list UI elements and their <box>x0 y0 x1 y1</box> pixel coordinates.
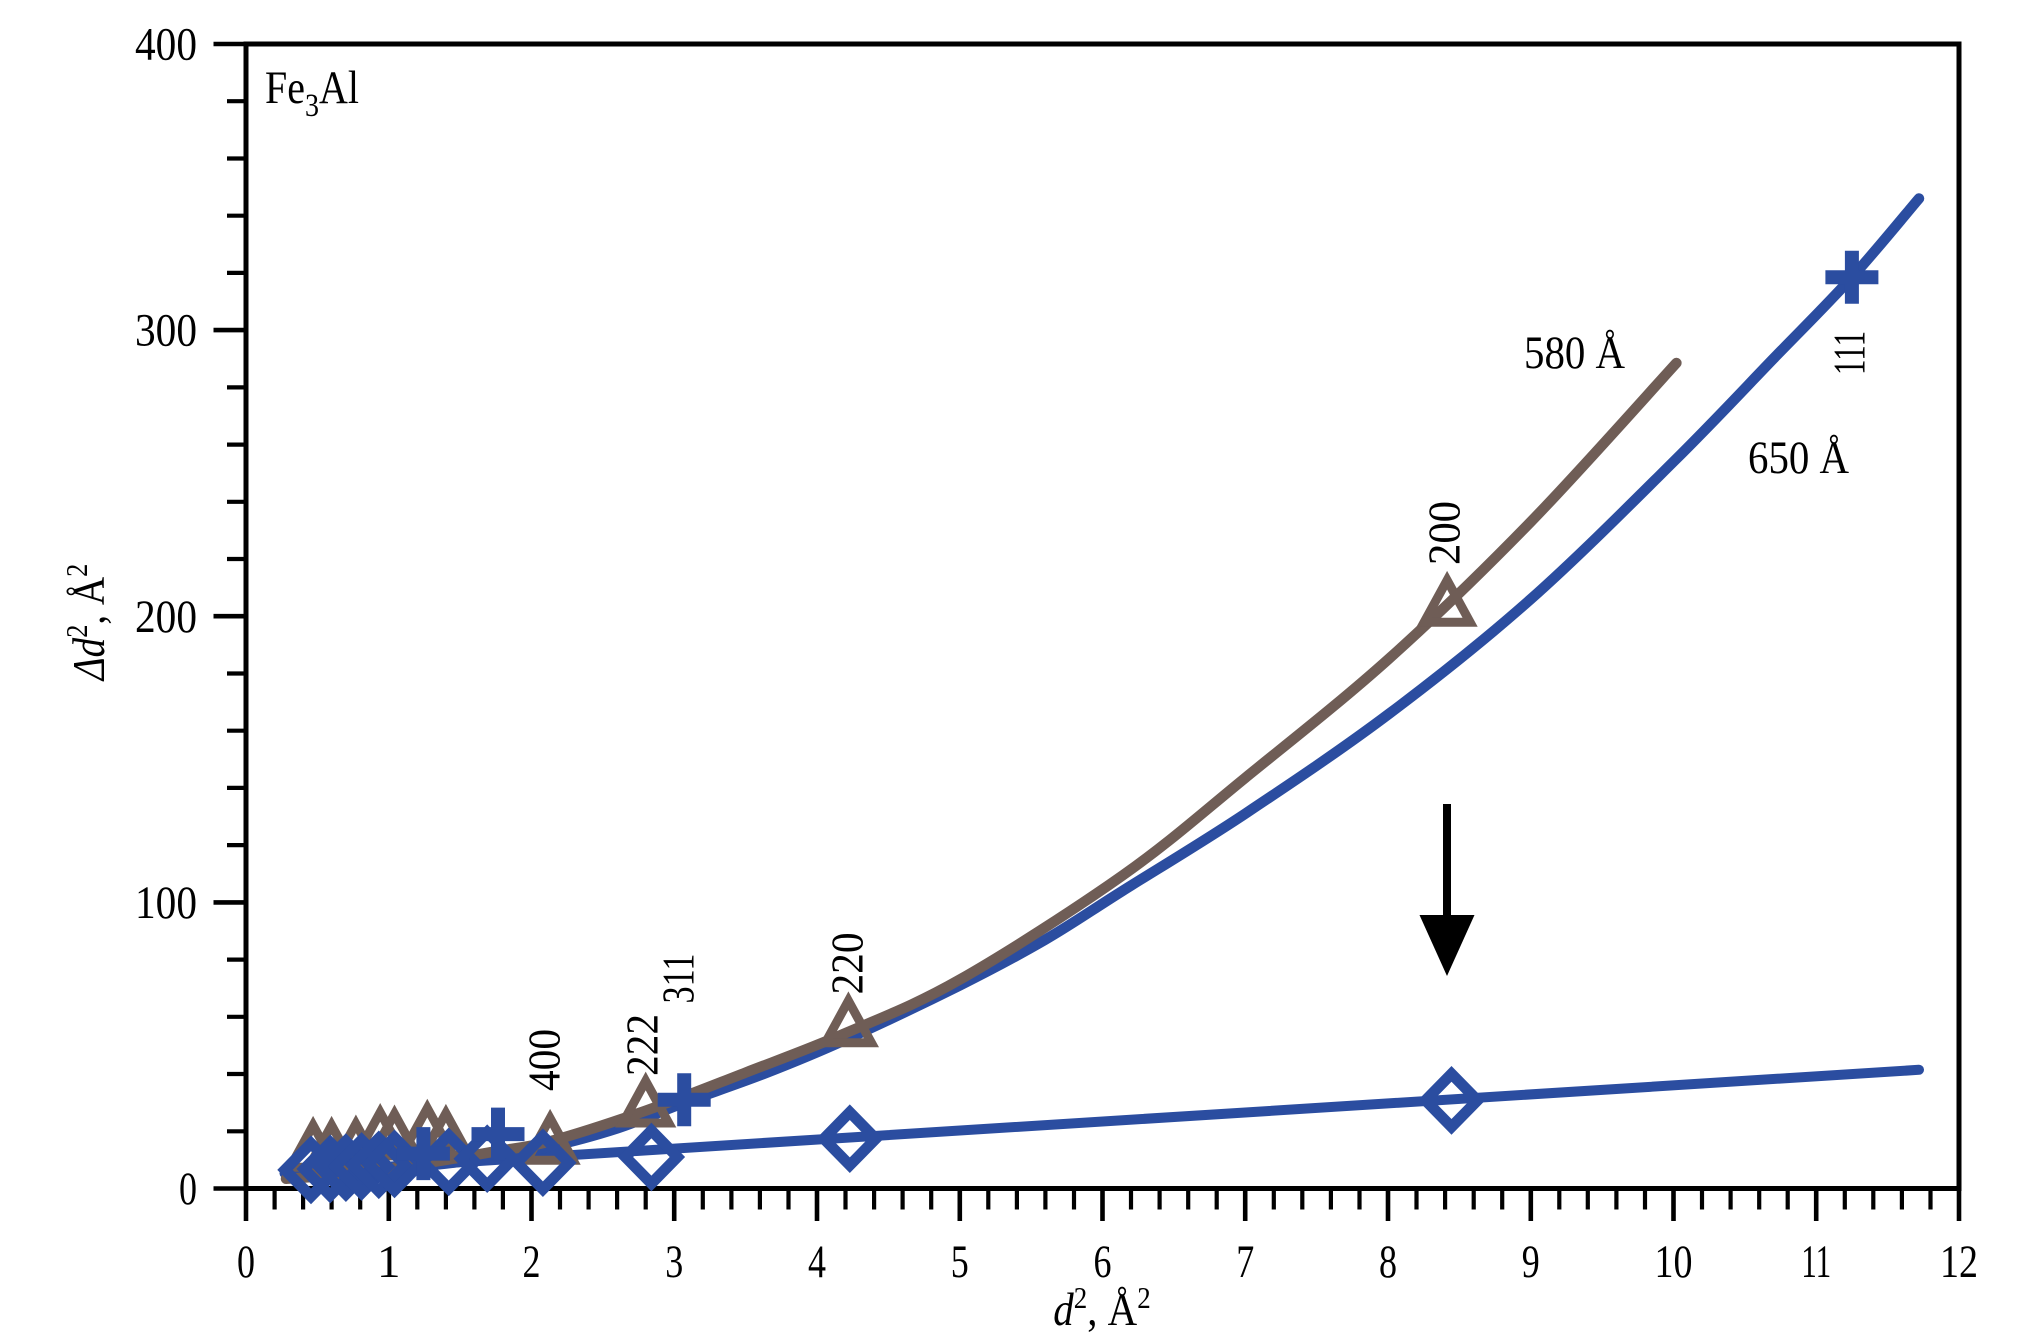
svg-text:222: 222 <box>617 1014 668 1076</box>
svg-text:580 Å: 580 Å <box>1524 326 1625 378</box>
svg-text:650 Å: 650 Å <box>1748 431 1849 483</box>
svg-text:d2, Å2: d2, Å2 <box>1053 1281 1150 1335</box>
svg-text:7: 7 <box>1236 1236 1254 1288</box>
svg-text:12: 12 <box>1940 1236 1978 1288</box>
svg-text:200: 200 <box>135 591 197 643</box>
svg-text:400: 400 <box>135 19 197 71</box>
svg-text:11: 11 <box>1801 1236 1831 1288</box>
svg-text:3: 3 <box>665 1236 683 1288</box>
svg-text:0: 0 <box>179 1163 197 1215</box>
svg-text:9: 9 <box>1522 1236 1540 1288</box>
svg-text:220: 220 <box>822 933 873 995</box>
svg-text:6: 6 <box>1094 1236 1112 1288</box>
svg-text:311: 311 <box>653 954 704 1004</box>
svg-text:100: 100 <box>135 877 197 929</box>
svg-text:0: 0 <box>237 1236 255 1288</box>
svg-text:400: 400 <box>519 1029 570 1091</box>
svg-text:5: 5 <box>951 1236 969 1288</box>
svg-text:8: 8 <box>1379 1236 1397 1288</box>
svg-text:4: 4 <box>808 1236 826 1288</box>
svg-text:Δd2, Å2: Δd2, Å2 <box>60 564 115 682</box>
svg-text:2: 2 <box>523 1236 541 1288</box>
svg-text:111: 111 <box>1824 331 1875 375</box>
svg-text:300: 300 <box>135 305 197 357</box>
svg-text:10: 10 <box>1655 1236 1693 1288</box>
svg-text:200: 200 <box>1419 501 1470 565</box>
svg-text:1: 1 <box>377 1236 401 1288</box>
